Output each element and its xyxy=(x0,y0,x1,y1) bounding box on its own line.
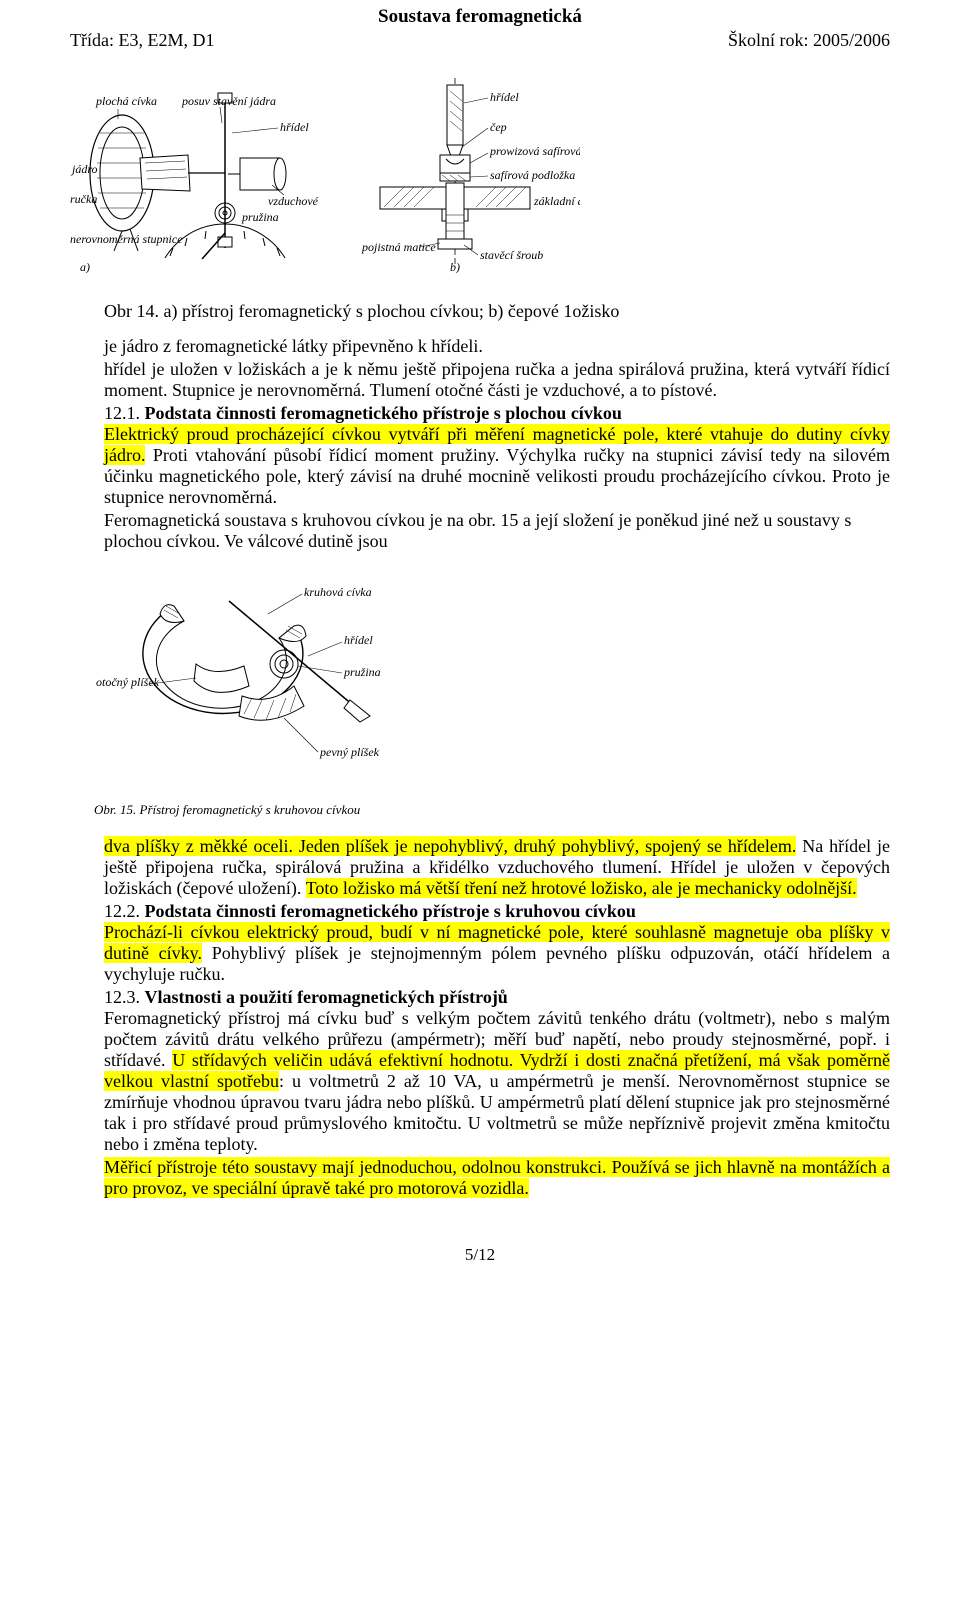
label-pruzina-f2: pružina xyxy=(343,665,381,679)
label-deska: základní deska xyxy=(533,194,580,208)
sec-12-3-num: 12.3. xyxy=(104,987,140,1008)
schoolyear-label: Školní rok: 2005/2006 xyxy=(728,30,890,51)
label-jadro: jádro xyxy=(70,162,98,176)
label-stupnice: nerovnoměrná stupnice xyxy=(70,232,183,246)
caption-fig15-text: Obr. 15. Přístroj feromagnetický s kruho… xyxy=(94,802,360,817)
label-hridel-f2: hřídel xyxy=(344,633,373,647)
figure-14a: plochá cívka jádro posuv stavění jádra h… xyxy=(70,73,320,273)
label-vzduch: vzduchové tlumení xyxy=(268,194,320,208)
sec-12-1-num: 12.1. xyxy=(104,403,140,424)
label-hridel-a: hřídel xyxy=(280,120,309,134)
label-cep: čep xyxy=(490,120,507,134)
spacer xyxy=(104,324,890,334)
label-pevny: pevný plíšek xyxy=(319,745,380,759)
figure-14b: hřídel čep prowizová safírová vložka saf… xyxy=(350,73,580,273)
label-a-mark: a) xyxy=(80,260,90,273)
page: Soustava feromagnetická Třída: E3, E2M, … xyxy=(0,0,960,1619)
hl-12-3b: Měřicí přístroje této soustavy mají jedn… xyxy=(104,1157,890,1198)
label-pruzina-a: pružina xyxy=(241,210,279,224)
caption-fig14: Obr 14. a) přístroj feromagnetický s plo… xyxy=(104,301,890,322)
p1: je jádro z feromagnetické látky připevně… xyxy=(104,336,890,357)
sec-12-2-num: 12.2. xyxy=(104,901,140,922)
label-b-mark: b) xyxy=(450,260,460,273)
label-safir: safírová podložka xyxy=(490,168,575,182)
txt-12-1: Proti vtahování působí řídicí moment pru… xyxy=(104,445,890,507)
label-otocny: otočný plíšek xyxy=(96,675,160,689)
sec-12-3-title: Vlastnosti a použití feromagnetických př… xyxy=(145,987,508,1007)
sec-12-2-title: Podstata činnosti feromagnetického příst… xyxy=(145,901,636,921)
sec-12-3-head: 12.3. Vlastnosti a použití feromagnetick… xyxy=(104,987,890,1008)
sec-12-1-body: Elektrický proud procházející cívkou vyt… xyxy=(104,424,890,508)
sec-12-1-title: Podstata činnosti feromagnetického příst… xyxy=(145,403,622,423)
figure-14: plochá cívka jádro posuv stavění jádra h… xyxy=(70,73,890,273)
sec-12-1-body2: Feromagnetická soustava s kruhovou cívko… xyxy=(104,510,890,552)
label-rucka: ručka xyxy=(70,192,97,206)
label-sroub: stavěcí šroub xyxy=(480,248,543,262)
sec-12-3-body1: Feromagnetický přístroj má cívku buď s v… xyxy=(104,1008,890,1155)
caption-fig15: Obr. 15. Přístroj feromagnetický s kruho… xyxy=(94,802,890,818)
hl-p3b: Toto ložisko má větší tření než hrotové … xyxy=(306,878,857,898)
sec-12-1-head: 12.1. Podstata činnosti feromagnetického… xyxy=(104,403,890,424)
header-row: Třída: E3, E2M, D1 Školní rok: 2005/2006 xyxy=(70,30,890,51)
body-text: Obr 14. a) přístroj feromagnetický s plo… xyxy=(104,301,890,1199)
doc-title: Soustava feromagnetická xyxy=(70,6,890,28)
label-prow: prowizová safírová vložka xyxy=(489,144,580,158)
figure-15: kruhová cívka hřídel pružina otočný plíš… xyxy=(94,566,890,818)
sec-12-2-head: 12.2. Podstata činnosti feromagnetického… xyxy=(104,901,890,922)
txt-12-2: Pohyblivý plíšek je stejnojmenným pólem … xyxy=(104,943,890,984)
hl-p3a: dva plíšky z měkké oceli. Jeden plíšek j… xyxy=(104,836,796,856)
p2: hřídel je uložen v ložiskách a je k němu… xyxy=(104,359,890,401)
label-matice: pojistná matice xyxy=(361,240,436,254)
sec-12-2-body: Prochází-li cívkou elektrický proud, bud… xyxy=(104,922,890,985)
label-kruhova-civka: kruhová cívka xyxy=(304,585,372,599)
label-posuv: posuv stavění jádra xyxy=(181,94,276,108)
page-number: 5/12 xyxy=(70,1245,890,1265)
p3: dva plíšky z měkké oceli. Jeden plíšek j… xyxy=(104,836,890,899)
sec-12-3-body2: Měřicí přístroje této soustavy mají jedn… xyxy=(104,1157,890,1199)
class-label: Třída: E3, E2M, D1 xyxy=(70,30,214,51)
label-plocha-civka: plochá cívka xyxy=(95,94,157,108)
label-hridel-b: hřídel xyxy=(490,90,519,104)
